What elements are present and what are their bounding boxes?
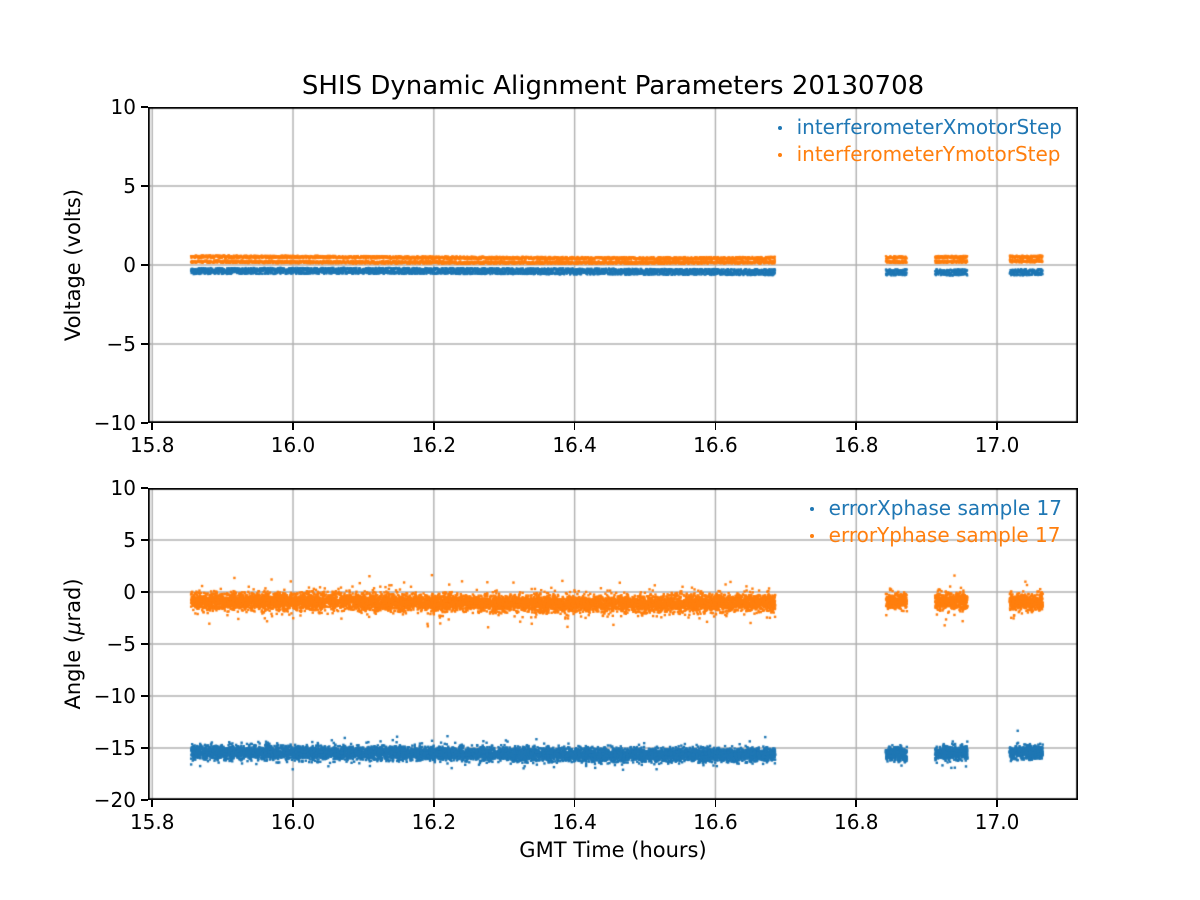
bottom-axes: errorXphase sample 17 errorYphase sample …: [148, 488, 1078, 800]
x-tick-mark: [151, 800, 153, 807]
x-tick-label: 15.8: [129, 810, 175, 834]
top-axes: interferometerXmotorStep interferometerYm…: [148, 107, 1078, 423]
y-tick-mark: [141, 591, 148, 593]
x-tick-label: 16.2: [411, 433, 457, 457]
y-tick-label: 0: [123, 580, 136, 604]
y-tick-mark: [141, 643, 148, 645]
x-tick-mark: [433, 800, 435, 807]
x-tick-mark: [573, 800, 576, 807]
y-tick-label: −5: [106, 332, 136, 356]
x-tick-label: 16.2: [411, 810, 457, 834]
y-tick-mark: [141, 695, 148, 697]
y-tick-mark: [141, 422, 148, 424]
legend-marker-dot-icon: [763, 152, 797, 157]
x-tick-label: 16.8: [833, 810, 879, 834]
x-tick-label: 16.8: [833, 433, 879, 457]
legend-item: interferometerXmotorStep: [763, 114, 1062, 141]
y-tick-mark: [141, 264, 148, 266]
bottom-legend: errorXphase sample 17 errorYphase sample …: [795, 495, 1062, 549]
x-tick-label: 16.4: [552, 810, 597, 834]
legend-marker-dot-icon: [795, 506, 829, 511]
y-tick-mark: [141, 487, 148, 489]
y-tick-label: −10: [93, 411, 136, 435]
y-tick-mark: [141, 799, 148, 801]
legend-item: interferometerYmotorStep: [763, 141, 1061, 168]
y-tick-label: 5: [123, 174, 136, 198]
y-tick-mark: [141, 106, 148, 108]
y-tick-mark: [141, 539, 148, 541]
legend-label: errorYphase sample 17: [828, 523, 1061, 547]
y-tick-label: 5: [123, 528, 136, 552]
y-tick-label: 10: [110, 476, 136, 500]
x-tick-label: 15.8: [129, 433, 175, 457]
x-tick-mark: [996, 800, 998, 807]
y-tick-label: −10: [93, 684, 136, 708]
x-tick-label: 16.0: [270, 810, 316, 834]
x-axis-label: GMT Time (hours): [519, 838, 707, 862]
y-tick-label: 10: [110, 95, 136, 119]
legend-label: interferometerYmotorStep: [796, 142, 1061, 166]
x-tick-mark: [573, 423, 576, 430]
x-tick-mark: [855, 423, 857, 430]
bottom-plot-canvas: [148, 488, 1078, 800]
y-tick-label: −20: [93, 788, 136, 812]
x-tick-label: 17.0: [974, 810, 1020, 834]
figure-title: SHIS Dynamic Alignment Parameters 201307…: [301, 71, 925, 101]
legend-item: errorXphase sample 17: [795, 495, 1062, 522]
x-tick-mark: [292, 423, 294, 430]
x-tick-mark: [433, 423, 435, 430]
y-tick-mark: [141, 343, 148, 345]
legend-label: interferometerXmotorStep: [796, 115, 1062, 139]
x-tick-mark: [996, 423, 998, 430]
x-tick-mark: [714, 423, 717, 430]
top-legend: interferometerXmotorStep interferometerYm…: [763, 114, 1062, 168]
x-tick-label: 16.6: [693, 810, 738, 834]
legend-item: errorYphase sample 17: [795, 522, 1061, 549]
x-tick-label: 16.0: [270, 433, 316, 457]
x-tick-label: 16.4: [552, 433, 597, 457]
y-tick-label: −5: [106, 632, 136, 656]
top-plot-canvas: [148, 107, 1078, 423]
x-tick-mark: [151, 423, 153, 430]
y-tick-mark: [141, 185, 148, 187]
legend-marker-dot-icon: [763, 125, 797, 130]
x-tick-mark: [855, 800, 857, 807]
legend-marker-dot-icon: [795, 533, 829, 538]
x-tick-mark: [714, 800, 717, 807]
x-tick-mark: [292, 800, 294, 807]
y-tick-label: 0: [123, 253, 136, 277]
x-tick-label: 17.0: [974, 433, 1020, 457]
y-tick-mark: [141, 747, 148, 749]
x-tick-label: 16.6: [693, 433, 738, 457]
y-tick-label: −15: [93, 736, 136, 760]
legend-label: errorXphase sample 17: [828, 496, 1062, 520]
